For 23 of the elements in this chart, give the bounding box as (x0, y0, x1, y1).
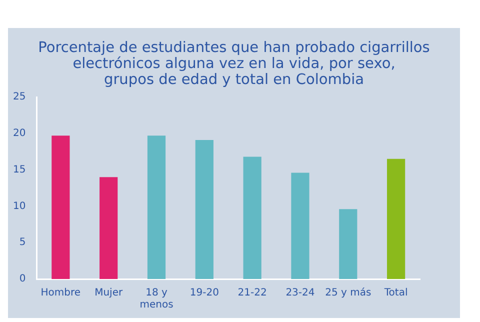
bar (147, 136, 166, 279)
x-tick-label: 21-22 (238, 288, 267, 299)
bar (243, 156, 262, 279)
bar (52, 136, 70, 279)
bar (339, 209, 358, 279)
bar (100, 177, 118, 279)
y-tick-label: 20 (12, 128, 26, 139)
bar (386, 158, 406, 279)
y-tick-label: 5 (19, 237, 26, 248)
bar (291, 172, 310, 279)
x-tick-label: 25 y más (325, 288, 372, 299)
y-tick-label: 0 (19, 274, 26, 285)
x-tick-label: 23-24 (286, 288, 315, 299)
chart-title: Porcentaje de estudiantes que han probado cigarrillos electrónicos alguna vez en la vida, por sexo, grupos de edad y total en Colombia (37, 40, 431, 88)
x-tick-label: 18 y menos (140, 288, 174, 311)
bar (195, 140, 214, 279)
y-tick-label: 25 (12, 92, 26, 103)
x-tick-label: Mujer (94, 288, 124, 299)
x-tick-label: Hombre (40, 288, 81, 299)
x-tick-label: Total (383, 288, 408, 299)
y-tick-label: 15 (12, 164, 26, 176)
y-tick-label: 10 (12, 200, 26, 212)
x-tick-label: 19-20 (190, 288, 219, 299)
